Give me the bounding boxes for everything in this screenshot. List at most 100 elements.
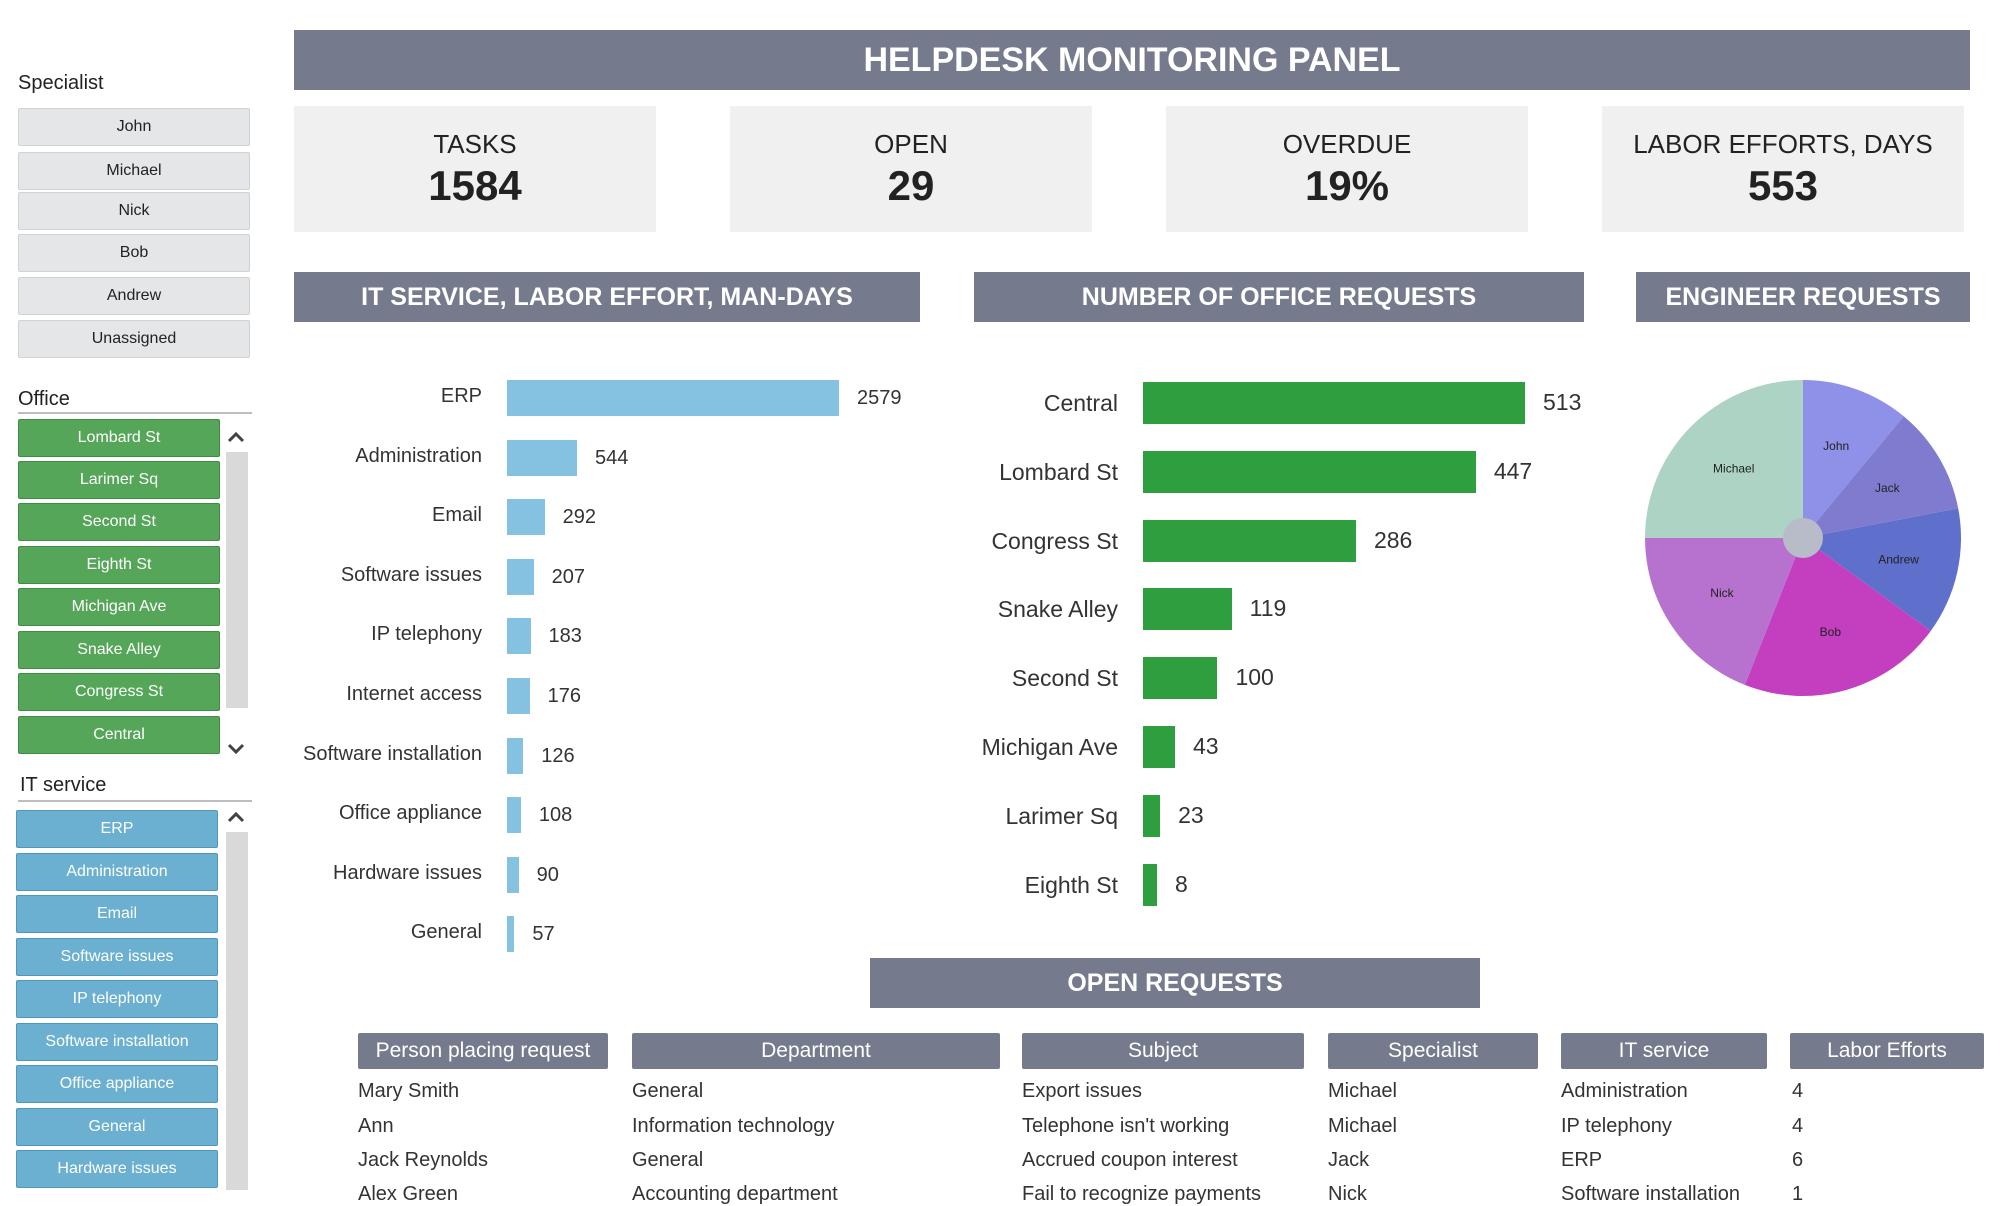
it-service-scrollbar[interactable] bbox=[226, 832, 248, 1190]
kpi-tasks-label: TASKS bbox=[433, 128, 517, 159]
pie-center bbox=[1783, 518, 1823, 558]
table-cell-person: Mary Smith bbox=[358, 1080, 460, 1102]
office-item-lombard-st[interactable]: Lombard St bbox=[18, 419, 220, 457]
bar-label-software-installation: Software installation bbox=[303, 742, 482, 765]
office-item-second-st[interactable]: Second St bbox=[18, 503, 220, 541]
it-service-item-office-appliance[interactable]: Office appliance bbox=[16, 1065, 218, 1103]
bar-hardware-issues[interactable] bbox=[507, 856, 519, 893]
pie-slice-andrew[interactable] bbox=[1803, 508, 1961, 631]
bar-software-issues[interactable] bbox=[507, 558, 534, 595]
kpi-tasks: TASKS 1584 bbox=[294, 106, 656, 232]
it-service-item-administration[interactable]: Administration bbox=[16, 853, 218, 891]
pie-slice-nick[interactable] bbox=[1645, 538, 1803, 685]
office-bar-eighth-st[interactable] bbox=[1143, 863, 1157, 906]
office-bar-snake-alley[interactable] bbox=[1143, 588, 1232, 631]
it-service-item-software-installation[interactable]: Software installation bbox=[16, 1023, 218, 1061]
office-bar-label-congress-st: Congress St bbox=[991, 527, 1118, 554]
office-bar-value-second-st: 100 bbox=[1235, 664, 1274, 691]
bar-value-administration: 544 bbox=[595, 446, 629, 469]
table-cell-person: Ann bbox=[358, 1115, 394, 1137]
office-scroll-up-icon[interactable] bbox=[225, 426, 247, 448]
office-item-central[interactable]: Central bbox=[18, 716, 220, 754]
pie-slice-jack[interactable] bbox=[1803, 416, 1959, 538]
column-header-labor-efforts[interactable]: Labor Efforts bbox=[1790, 1033, 1984, 1069]
pie-label-john: John bbox=[1823, 439, 1849, 453]
office-bar-larimer-sq[interactable] bbox=[1143, 794, 1161, 837]
bar-email[interactable] bbox=[507, 499, 545, 536]
office-item-congress-st[interactable]: Congress St bbox=[18, 673, 220, 711]
table-cell-person: Jack Reynolds bbox=[358, 1149, 489, 1171]
bar-value-email: 292 bbox=[562, 506, 596, 529]
bar-label-administration: Administration bbox=[355, 444, 482, 467]
bar-value-erp: 2579 bbox=[857, 387, 902, 409]
office-bar-central[interactable] bbox=[1143, 382, 1525, 424]
it-service-item-email[interactable]: Email bbox=[16, 895, 218, 933]
table-cell-labor-efforts: 4 bbox=[1792, 1115, 1804, 1137]
it-service-scroll-up-icon[interactable] bbox=[225, 806, 247, 828]
bar-internet-access[interactable] bbox=[507, 678, 530, 714]
column-header-specialist[interactable]: Specialist bbox=[1328, 1033, 1538, 1069]
specialist-item-michael[interactable]: Michael bbox=[18, 152, 250, 190]
office-scroll-down-icon[interactable] bbox=[225, 738, 247, 760]
bar-software-installation[interactable] bbox=[507, 737, 524, 774]
column-header-subject[interactable]: Subject bbox=[1022, 1033, 1304, 1069]
table-cell-specialist: Michael bbox=[1328, 1115, 1397, 1137]
kpi-labor-efforts-label: LABOR EFFORTS, DAYS bbox=[1633, 128, 1933, 159]
specialist-item-john[interactable]: John bbox=[18, 108, 250, 146]
table-cell-specialist: Jack bbox=[1328, 1149, 1370, 1171]
table-cell-subject: Telephone isn't working bbox=[1022, 1115, 1230, 1137]
table-cell-department: Accounting department bbox=[632, 1183, 838, 1205]
bar-value-software-issues: 207 bbox=[551, 565, 586, 588]
office-bar-lombard-st[interactable] bbox=[1143, 450, 1476, 493]
bar-general[interactable] bbox=[507, 916, 515, 953]
pie-label-jack: Jack bbox=[1875, 481, 1901, 495]
office-bar-label-second-st: Second St bbox=[1011, 665, 1118, 692]
office-item-snake-alley[interactable]: Snake Alley bbox=[18, 631, 220, 669]
pie-slice-michael[interactable] bbox=[1645, 380, 1803, 538]
column-header-person[interactable]: Person placing request bbox=[358, 1033, 608, 1069]
specialist-item-nick[interactable]: Nick bbox=[18, 192, 250, 230]
office-bar-label-eighth-st: Eighth St bbox=[1024, 871, 1118, 898]
it-service-item-ip-telephony[interactable]: IP telephony bbox=[16, 980, 218, 1018]
office-item-eighth-st[interactable]: Eighth St bbox=[18, 546, 220, 584]
office-bar-value-michigan-ave: 43 bbox=[1193, 733, 1219, 759]
table-cell-subject: Accrued coupon interest bbox=[1022, 1149, 1238, 1171]
pie-slice-bob[interactable] bbox=[1744, 538, 1931, 696]
bar-office-appliance[interactable] bbox=[507, 797, 521, 834]
specialist-item-bob[interactable]: Bob bbox=[18, 234, 250, 272]
office-bar-label-lombard-st: Lombard St bbox=[999, 458, 1118, 485]
column-header-department[interactable]: Department bbox=[632, 1033, 1000, 1069]
office-bar-second-st[interactable] bbox=[1143, 657, 1218, 700]
pie-label-michael: Michael bbox=[1713, 462, 1754, 476]
office-item-michigan-ave[interactable]: Michigan Ave bbox=[18, 588, 220, 626]
office-chart-title: NUMBER OF OFFICE REQUESTS bbox=[974, 272, 1584, 322]
office-bar-label-larimer-sq: Larimer Sq bbox=[1005, 802, 1118, 829]
bar-value-hardware-issues: 90 bbox=[536, 863, 559, 886]
table-cell-labor-efforts: 6 bbox=[1792, 1149, 1804, 1171]
table-cell-it-service: IP telephony bbox=[1561, 1115, 1672, 1137]
it-service-item-erp[interactable]: ERP bbox=[16, 810, 218, 848]
office-item-larimer-sq[interactable]: Larimer Sq bbox=[18, 461, 220, 499]
it-service-item-general[interactable]: General bbox=[16, 1108, 218, 1146]
it-service-item-hardware-issues[interactable]: Hardware issues bbox=[16, 1150, 218, 1188]
pie-slice-john[interactable] bbox=[1803, 380, 1904, 538]
it-service-item-software-issues[interactable]: Software issues bbox=[16, 938, 218, 976]
office-bar-michigan-ave[interactable] bbox=[1143, 726, 1176, 768]
open-requests-title: OPEN REQUESTS bbox=[870, 958, 1480, 1008]
pie-label-andrew: Andrew bbox=[1878, 552, 1919, 566]
page-title: HELPDESK MONITORING PANEL bbox=[294, 30, 1970, 90]
table-cell-subject: Export issues bbox=[1022, 1080, 1143, 1102]
bar-ip-telephony[interactable] bbox=[507, 618, 531, 655]
column-header-it-service[interactable]: IT service bbox=[1561, 1033, 1767, 1069]
bar-erp[interactable] bbox=[507, 380, 839, 416]
bar-administration[interactable] bbox=[507, 439, 578, 476]
table-cell-it-service: Administration bbox=[1561, 1080, 1688, 1102]
office-bar-value-larimer-sq: 23 bbox=[1178, 801, 1204, 828]
specialist-item-unassigned[interactable]: Unassigned bbox=[18, 320, 250, 358]
office-bar-congress-st[interactable] bbox=[1143, 519, 1356, 562]
specialist-item-andrew[interactable]: Andrew bbox=[18, 277, 250, 315]
office-scrollbar[interactable] bbox=[226, 452, 248, 708]
bar-value-general: 57 bbox=[532, 923, 555, 946]
table-cell-department: Information technology bbox=[632, 1115, 835, 1137]
kpi-labor-efforts-value: 553 bbox=[1747, 161, 1819, 209]
